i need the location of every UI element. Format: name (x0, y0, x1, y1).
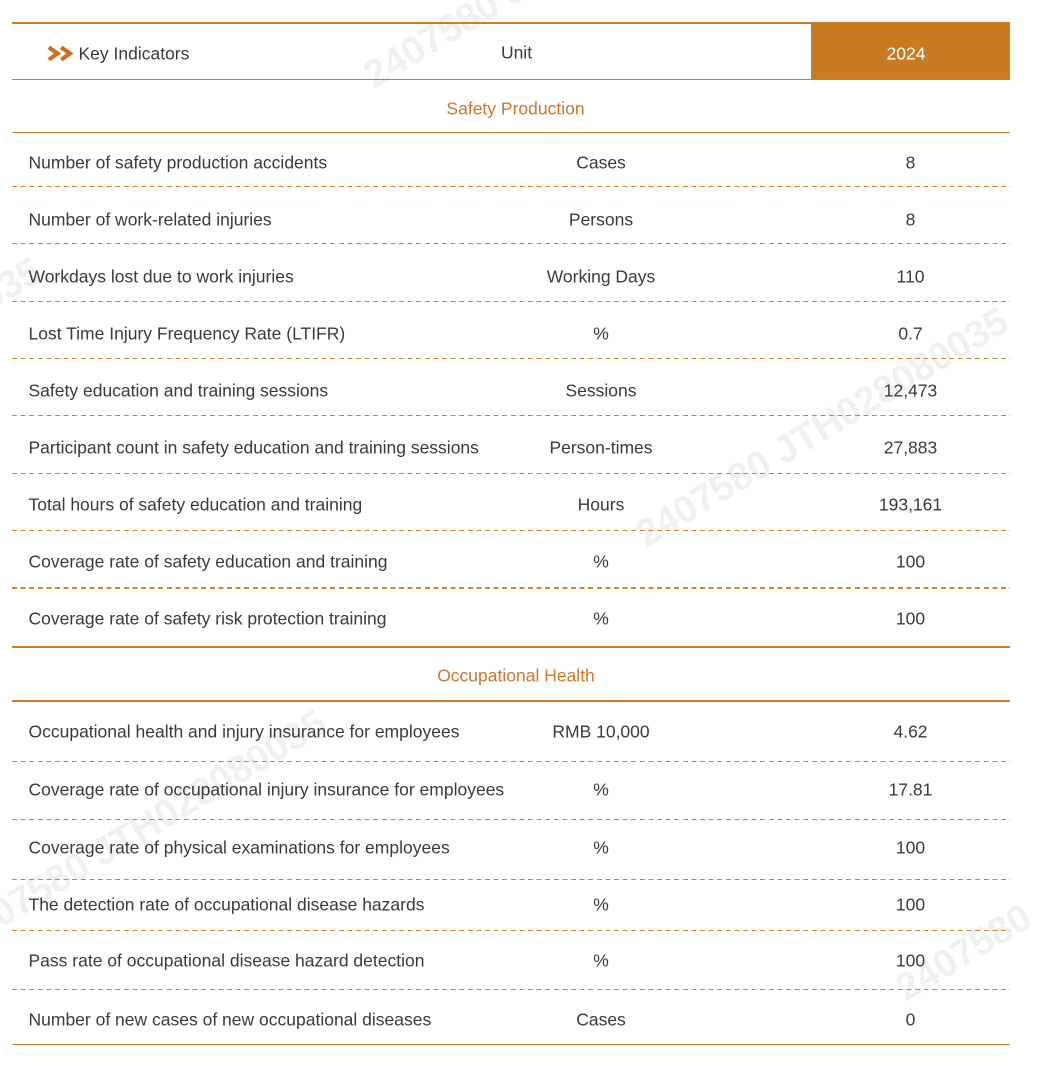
svg-text:2407580 JTH028080035: 2407580 JTH028080035 (628, 299, 1015, 555)
svg-text:2407580 JTH028080035: 2407580 JTH028080035 (0, 249, 49, 505)
svg-text:2407580 JTH028080035: 2407580 JTH028080035 (356, 0, 743, 97)
